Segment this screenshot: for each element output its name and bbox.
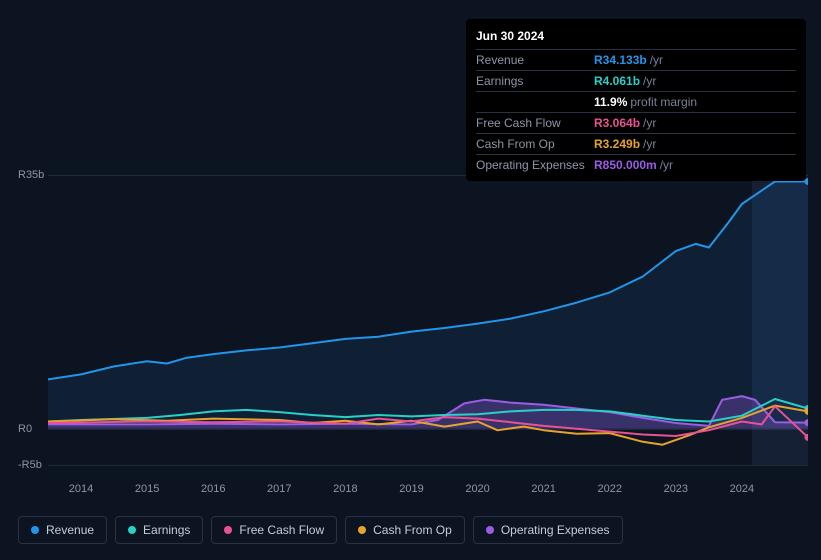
tooltip-row-value: R4.061b <box>594 74 640 88</box>
tooltip-row: EarningsR4.061b/yr <box>476 70 796 91</box>
tooltip-row-suffix: /yr <box>660 158 673 172</box>
legend-label: Revenue <box>46 523 94 537</box>
chart-tooltip: Jun 30 2024 RevenueR34.133b/yrEarningsR4… <box>466 19 806 181</box>
tooltip-date: Jun 30 2024 <box>476 25 796 49</box>
tooltip-row: 11.9%profit margin <box>476 91 796 112</box>
financials-chart[interactable]: R35b R0 -R5b <box>18 160 808 475</box>
tooltip-row-value: R34.133b <box>594 53 647 67</box>
tooltip-row-value: R3.249b <box>594 137 640 151</box>
legend-item-earnings[interactable]: Earnings <box>115 516 203 544</box>
tooltip-row-label: Revenue <box>476 53 594 67</box>
tooltip-row-value: 11.9% <box>594 95 627 109</box>
tooltip-row-value: R850.000m <box>594 158 657 172</box>
legend-dot <box>224 526 232 534</box>
series-fill <box>48 182 808 429</box>
xtick-label: 2014 <box>69 483 93 495</box>
ytick-label: R0 <box>18 423 32 435</box>
legend-dot <box>31 526 39 534</box>
tooltip-row-suffix: /yr <box>643 74 656 88</box>
legend-item-fcf[interactable]: Free Cash Flow <box>211 516 337 544</box>
tooltip-row-label: Free Cash Flow <box>476 116 594 130</box>
ytick-label: -R5b <box>18 459 42 471</box>
xtick-label: 2023 <box>664 483 688 495</box>
tooltip-row-label: Cash From Op <box>476 137 594 151</box>
chart-legend: Revenue Earnings Free Cash Flow Cash From O… <box>18 516 623 544</box>
tooltip-row-suffix: /yr <box>650 53 663 67</box>
xtick-label: 2022 <box>597 483 621 495</box>
legend-dot <box>358 526 366 534</box>
tooltip-row: Free Cash FlowR3.064b/yr <box>476 112 796 133</box>
legend-label: Cash From Op <box>373 523 452 537</box>
xtick-label: 2019 <box>399 483 423 495</box>
tooltip-row-value: R3.064b <box>594 116 640 130</box>
tooltip-row-suffix: /yr <box>643 137 656 151</box>
ytick-label: R35b <box>18 169 44 181</box>
xtick-label: 2018 <box>333 483 357 495</box>
tooltip-row: RevenueR34.133b/yr <box>476 49 796 70</box>
xtick-label: 2015 <box>135 483 159 495</box>
tooltip-row: Operating ExpensesR850.000m/yr <box>476 154 796 175</box>
xtick-label: 2016 <box>201 483 225 495</box>
legend-dot <box>486 526 494 534</box>
legend-dot <box>128 526 136 534</box>
legend-item-opex[interactable]: Operating Expenses <box>473 516 623 544</box>
legend-item-revenue[interactable]: Revenue <box>18 516 107 544</box>
tooltip-row: Cash From OpR3.249b/yr <box>476 133 796 154</box>
tooltip-row-label: Earnings <box>476 74 594 88</box>
xtick-label: 2020 <box>465 483 489 495</box>
tooltip-row-suffix: /yr <box>643 116 656 130</box>
xtick-label: 2024 <box>730 483 754 495</box>
legend-label: Earnings <box>143 523 190 537</box>
legend-label: Operating Expenses <box>501 523 610 537</box>
xtick-label: 2021 <box>531 483 555 495</box>
xtick-label: 2017 <box>267 483 291 495</box>
legend-item-cfo[interactable]: Cash From Op <box>345 516 465 544</box>
tooltip-row-label: Operating Expenses <box>476 158 594 172</box>
legend-label: Free Cash Flow <box>239 523 324 537</box>
tooltip-row-suffix: profit margin <box>630 95 697 109</box>
